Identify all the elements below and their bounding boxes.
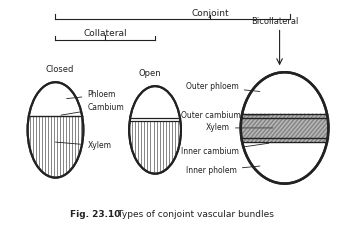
Text: Inner pholem: Inner pholem (186, 166, 260, 175)
Ellipse shape (241, 72, 328, 184)
Text: Cambium: Cambium (61, 103, 124, 115)
Text: Outer cambium: Outer cambium (181, 110, 269, 119)
Text: Conjoint: Conjoint (191, 9, 229, 18)
Text: Open: Open (139, 69, 161, 78)
Ellipse shape (129, 86, 181, 174)
Text: Collateral: Collateral (83, 28, 127, 37)
Text: Fig. 23.10: Fig. 23.10 (70, 210, 121, 219)
Text: Inner cambium: Inner cambium (181, 143, 269, 156)
Text: Types of conjoint vascular bundles: Types of conjoint vascular bundles (115, 210, 274, 219)
Text: Phloem: Phloem (66, 90, 116, 99)
Text: Xylem: Xylem (206, 123, 273, 132)
Text: Closed: Closed (46, 65, 74, 74)
Text: Outer phloem: Outer phloem (186, 82, 260, 91)
Text: Bicollateral: Bicollateral (251, 17, 298, 26)
Text: Xylem: Xylem (55, 141, 111, 150)
Ellipse shape (28, 82, 83, 178)
